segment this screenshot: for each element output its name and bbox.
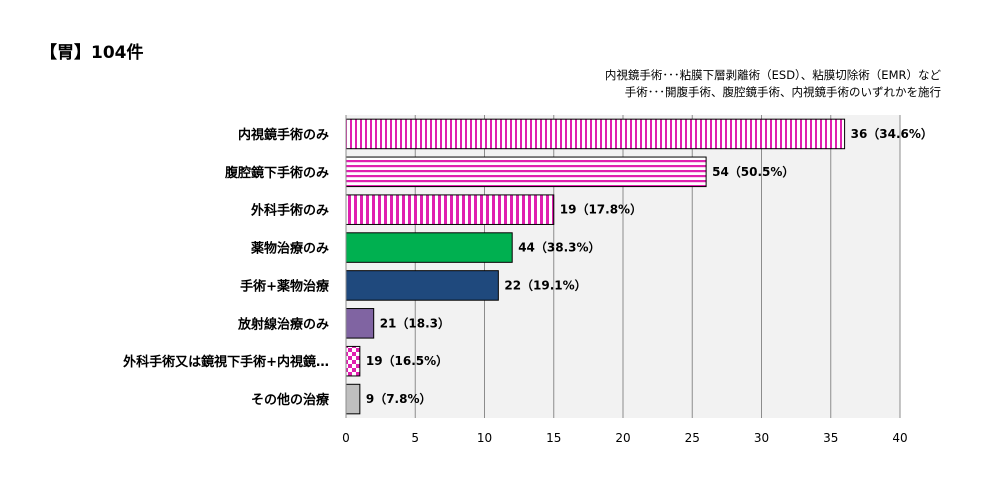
x-tick-label: 25 <box>685 431 700 445</box>
data-label-6: 21（18.3） <box>380 315 450 330</box>
category-labels: 内視鏡手術のみ腹腔鏡下手術のみ外科手術のみ薬物治療のみ手術+薬物治療放射線治療の… <box>122 127 330 408</box>
bar-1 <box>345 118 846 150</box>
bar-8 <box>345 383 361 415</box>
note-surgery: 手術･･･開腹手術、腹腔鏡手術、内視鏡手術のいずれかを施行 <box>625 85 941 99</box>
x-tick-label: 5 <box>411 431 419 445</box>
x-tick-label: 35 <box>823 431 838 445</box>
bar-5 <box>345 270 499 301</box>
bar-4 <box>345 232 513 263</box>
bar-6 <box>345 308 375 339</box>
data-label-4: 44（38.3%） <box>518 240 600 255</box>
x-tick-label: 15 <box>546 431 561 445</box>
data-label-8: 9（7.8%） <box>366 391 432 406</box>
data-labels: 36（34.6%） 54（50.5%） 19（17.8%） 44（38.3%） 22（1… <box>366 126 933 406</box>
category-label-5: 手術+薬物治療 <box>240 278 330 294</box>
chart-title: 【胃】104件 <box>40 42 144 63</box>
x-tick-label: 30 <box>754 431 769 445</box>
category-label-6: 放射線治療のみ <box>237 316 329 332</box>
category-label-8: その他の治療 <box>251 392 330 408</box>
x-tick-label: 20 <box>615 431 630 445</box>
bar-2 <box>345 156 707 188</box>
x-axis-ticks: 0 5 10 15 20 25 30 35 40 <box>342 431 907 445</box>
bar-3 <box>345 194 555 225</box>
category-label-1: 内視鏡手術のみ <box>238 127 329 143</box>
data-label-5: 22（19.1%） <box>504 277 586 292</box>
note-endoscopic: 内視鏡手術･･･粘膜下層剥離術（ESD）、粘膜切除術（EMR）など <box>605 68 942 82</box>
x-tick-label: 10 <box>477 431 492 445</box>
x-tick-label: 40 <box>892 431 907 445</box>
category-label-2: 腹腔鏡下手術のみ <box>225 165 329 181</box>
data-label-7: 19（16.5%） <box>366 353 448 368</box>
category-label-7: 外科手術又は鏡視下手術+内視鏡… <box>122 354 329 370</box>
category-label-3: 外科手術のみ <box>250 203 329 219</box>
bar-7 <box>345 345 361 377</box>
data-label-1: 36（34.6%） <box>851 126 933 141</box>
x-tick-label: 0 <box>342 431 350 445</box>
category-label-4: 薬物治療のみ <box>250 241 329 257</box>
data-label-3: 19（17.8%） <box>560 202 642 217</box>
data-label-2: 54（50.5%） <box>712 164 794 179</box>
